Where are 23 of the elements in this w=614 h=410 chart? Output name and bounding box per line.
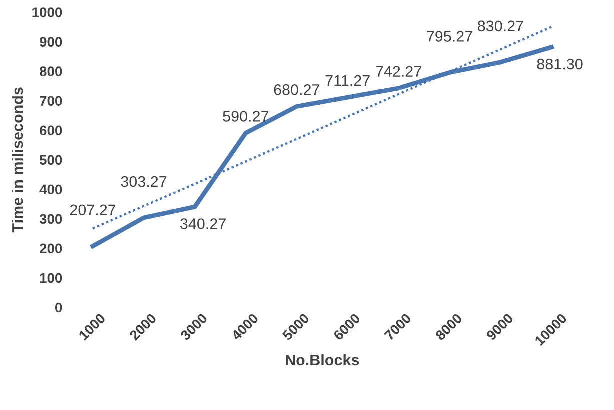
data-label: 590.27 (223, 111, 269, 122)
x-axis-title: No.Blocks (286, 354, 360, 366)
data-label: 207.27 (70, 204, 116, 216)
y-tick-label: 200 (40, 244, 62, 254)
data-label: 795.27 (427, 31, 472, 42)
data-label: 303.27 (121, 176, 167, 188)
data-label: 830.27 (478, 20, 524, 32)
y-tick-label: 1000 (32, 8, 62, 18)
y-tick-label: 700 (40, 96, 62, 106)
y-axis-title: Time in miliseconds (12, 88, 24, 233)
y-tick-label: 600 (40, 126, 62, 136)
y-tick-label: 400 (40, 184, 62, 195)
y-tick-label: 900 (40, 37, 62, 47)
data-label: 340.27 (180, 218, 226, 230)
data-label: 742.27 (376, 66, 422, 77)
y-tick-label: 500 (40, 155, 62, 166)
data-label: 680.27 (274, 84, 320, 96)
data-label: 881.30 (537, 58, 583, 70)
y-tick-label: 300 (40, 214, 62, 224)
data-label: 711.27 (326, 75, 370, 86)
y-tick-label: 800 (40, 66, 62, 77)
y-tick-label: 0 (56, 302, 62, 313)
y-tick-label: 100 (40, 273, 62, 284)
